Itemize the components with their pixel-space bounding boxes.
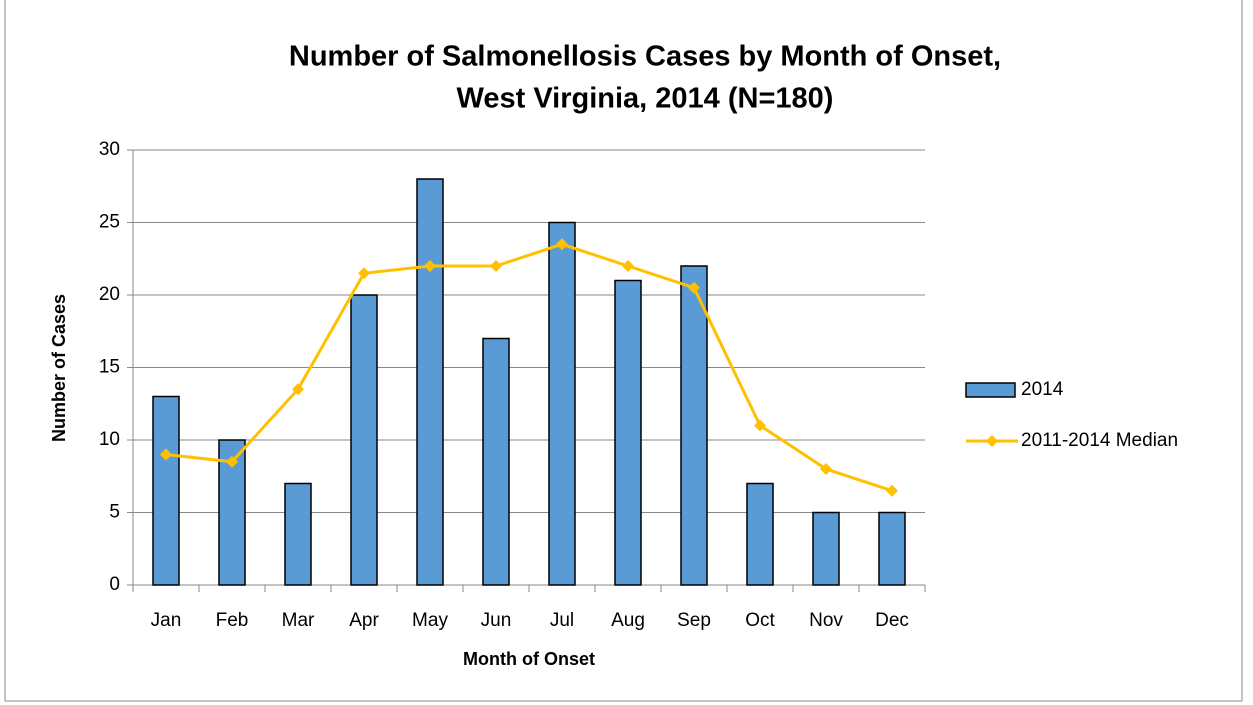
bar [152, 395, 180, 586]
y-tick-label: 20 [99, 284, 120, 305]
legend-label: 2011-2014 Median [1021, 430, 1178, 451]
y-tick-label: 15 [99, 357, 120, 378]
x-tick-label: Aug [611, 610, 645, 631]
marker [424, 260, 436, 272]
line [165, 242, 893, 493]
bar [284, 482, 312, 586]
x-axis-title: Month of Onset [463, 649, 595, 669]
x-tick-label: Feb [216, 610, 249, 631]
x-tick-label: Jan [151, 610, 182, 631]
x-tick-label: Oct [745, 610, 775, 631]
bar [548, 221, 576, 586]
y-tick-label: 0 [109, 574, 120, 595]
x-tick-label: May [412, 610, 448, 631]
bar [614, 279, 642, 586]
bar [350, 294, 378, 586]
y-axis-title: Number of Cases [49, 294, 69, 442]
bar [218, 439, 246, 586]
marker [820, 463, 832, 475]
marker [754, 419, 766, 432]
marker [688, 281, 700, 294]
bar [812, 511, 840, 586]
marker [490, 260, 502, 272]
bar [482, 337, 510, 586]
y-tick-label: 5 [109, 502, 120, 523]
marker [622, 260, 634, 272]
x-tick-label: Apr [349, 610, 379, 631]
x-tick-label: Mar [282, 610, 315, 631]
x-tick-label: Jun [481, 610, 512, 631]
bar [680, 265, 708, 586]
x-tick-label: Jul [550, 610, 574, 631]
x-tick-label: Dec [875, 610, 909, 631]
y-tick-label: 10 [99, 429, 120, 450]
y-tick-label: 30 [99, 139, 120, 160]
x-tick-label: Sep [677, 610, 711, 631]
marker [292, 383, 304, 396]
y-tick-label: 25 [99, 212, 120, 233]
legend-marker [986, 435, 998, 447]
bar [746, 482, 774, 586]
bar [878, 511, 906, 586]
marker [556, 238, 568, 251]
x-tick-label: Nov [809, 610, 843, 631]
chart-title: Number of Salmonellosis Cases by Month o… [289, 41, 1001, 73]
chart-title: West Virginia, 2014 (N=180) [457, 83, 834, 115]
marker [160, 448, 172, 461]
marker [226, 455, 238, 468]
marker [886, 484, 898, 497]
legend-swatch [965, 382, 1016, 398]
bar [416, 178, 444, 586]
marker [358, 267, 370, 280]
legend-label: 2014 [1021, 379, 1064, 400]
